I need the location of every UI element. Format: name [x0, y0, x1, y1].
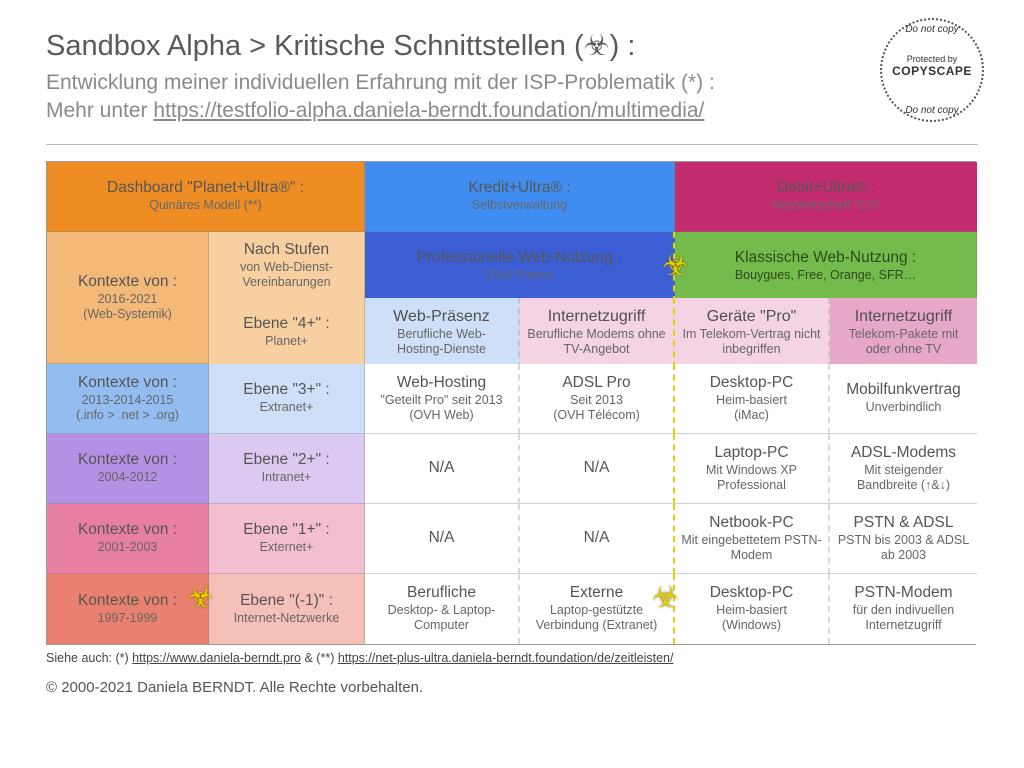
table-cell: Ebene "(-1)" :Internet-Netzwerke	[209, 574, 365, 644]
table-cell: BeruflicheDesktop- & Laptop-Computer	[365, 574, 520, 644]
table-cell: N/A	[520, 434, 675, 504]
table-cell: Geräte "Pro"Im Telekom-Vertrag nicht inb…	[675, 298, 830, 368]
table-cell: ADSL ProSeit 2013(OVH Télécom)	[520, 364, 675, 434]
table-cell: Debit+Ultra® :Netzwirtschaft "2.0"	[675, 162, 977, 232]
matrix-table: Dashboard "Planet+Ultra®" :Quinäres Mode…	[46, 161, 976, 645]
table-cell: MobilfunkvertragUnverbindlich	[830, 364, 977, 434]
table-cell: Laptop-PCMit Windows XP Professional	[675, 434, 830, 504]
table-cell: Kontexte von :2001-2003	[47, 504, 209, 574]
divider	[46, 144, 978, 145]
table-cell: Nach Stufenvon Web-Dienst-Vereinbarungen	[209, 232, 365, 302]
table-cell: Desktop-PCHeim-basiert(iMac)	[675, 364, 830, 434]
table-cell: Web-PräsenzBerufliche Web-Hosting-Dienst…	[365, 298, 520, 368]
table-cell: Kontexte von :2004-2012	[47, 434, 209, 504]
page-title: Sandbox Alpha > Kritische Schnittstellen…	[46, 28, 978, 63]
table-cell: Professionelle Web-Nutzung :OVH France	[365, 232, 675, 302]
header-link[interactable]: https://testfolio-alpha.daniela-berndt.f…	[153, 99, 704, 122]
table-cell: Kontexte von :1997-1999	[47, 574, 209, 644]
table-cell: Desktop-PCHeim-basiert(Windows)	[675, 574, 830, 644]
table-cell: InternetzugriffBerufliche Modems ohne TV…	[520, 298, 675, 368]
table-cell: InternetzugriffTelekom-Pakete mit oder o…	[830, 298, 977, 368]
table-cell: Ebene "1+" :Externet+	[209, 504, 365, 574]
subtitle: Entwicklung meiner individuellen Erfahru…	[46, 69, 978, 126]
table-cell: Netbook-PCMit eingebettetem PSTN-Modem	[675, 504, 830, 574]
table-cell: N/A	[365, 504, 520, 574]
table-cell: Kontexte von :2013-2014-2015(.info > .ne…	[47, 364, 209, 434]
table-cell: N/A	[520, 504, 675, 574]
foot-link-1[interactable]: https://www.daniela-berndt.pro	[132, 651, 301, 665]
table-cell: Web-Hosting"Geteilt Pro" seit 2013 (OVH …	[365, 364, 520, 434]
table-cell: Klassische Web-Nutzung :Bouygues, Free, …	[675, 232, 977, 302]
table-cell: PSTN & ADSLPSTN bis 2003 & ADSL ab 2003	[830, 504, 977, 574]
table-cell: Ebene "4+" :Planet+	[209, 298, 365, 368]
copyscape-badge: Do not copy Protected byCOPYSCAPE Do not…	[880, 18, 984, 122]
biohazard-icon: ☣	[662, 248, 689, 283]
table-cell: ADSL-ModemsMit steigender Bandbreite (↑&…	[830, 434, 977, 504]
table-cell: Ebene "2+" :Intranet+	[209, 434, 365, 504]
biohazard-icon: ☣	[652, 580, 679, 615]
table-cell: N/A	[365, 434, 520, 504]
table-cell: Kontexte von :2016-2021(Web-Systemik)	[47, 232, 209, 364]
table-cell: Ebene "3+" :Extranet+	[209, 364, 365, 434]
table-cell: PSTN-Modemfür den indivuellen Internetzu…	[830, 574, 977, 644]
biohazard-icon: ☣	[187, 580, 214, 615]
footnote: Siehe auch: (*) https://www.daniela-bern…	[46, 651, 978, 665]
table-cell: Dashboard "Planet+Ultra®" :Quinäres Mode…	[47, 162, 365, 232]
foot-link-2[interactable]: https://net-plus-ultra.daniela-berndt.fo…	[338, 651, 674, 665]
table-cell: Kredit+Ultra® :Selbstverwaltung	[365, 162, 675, 232]
copyright: © 2000-2021 Daniela BERNDT. Alle Rechte …	[46, 679, 978, 696]
